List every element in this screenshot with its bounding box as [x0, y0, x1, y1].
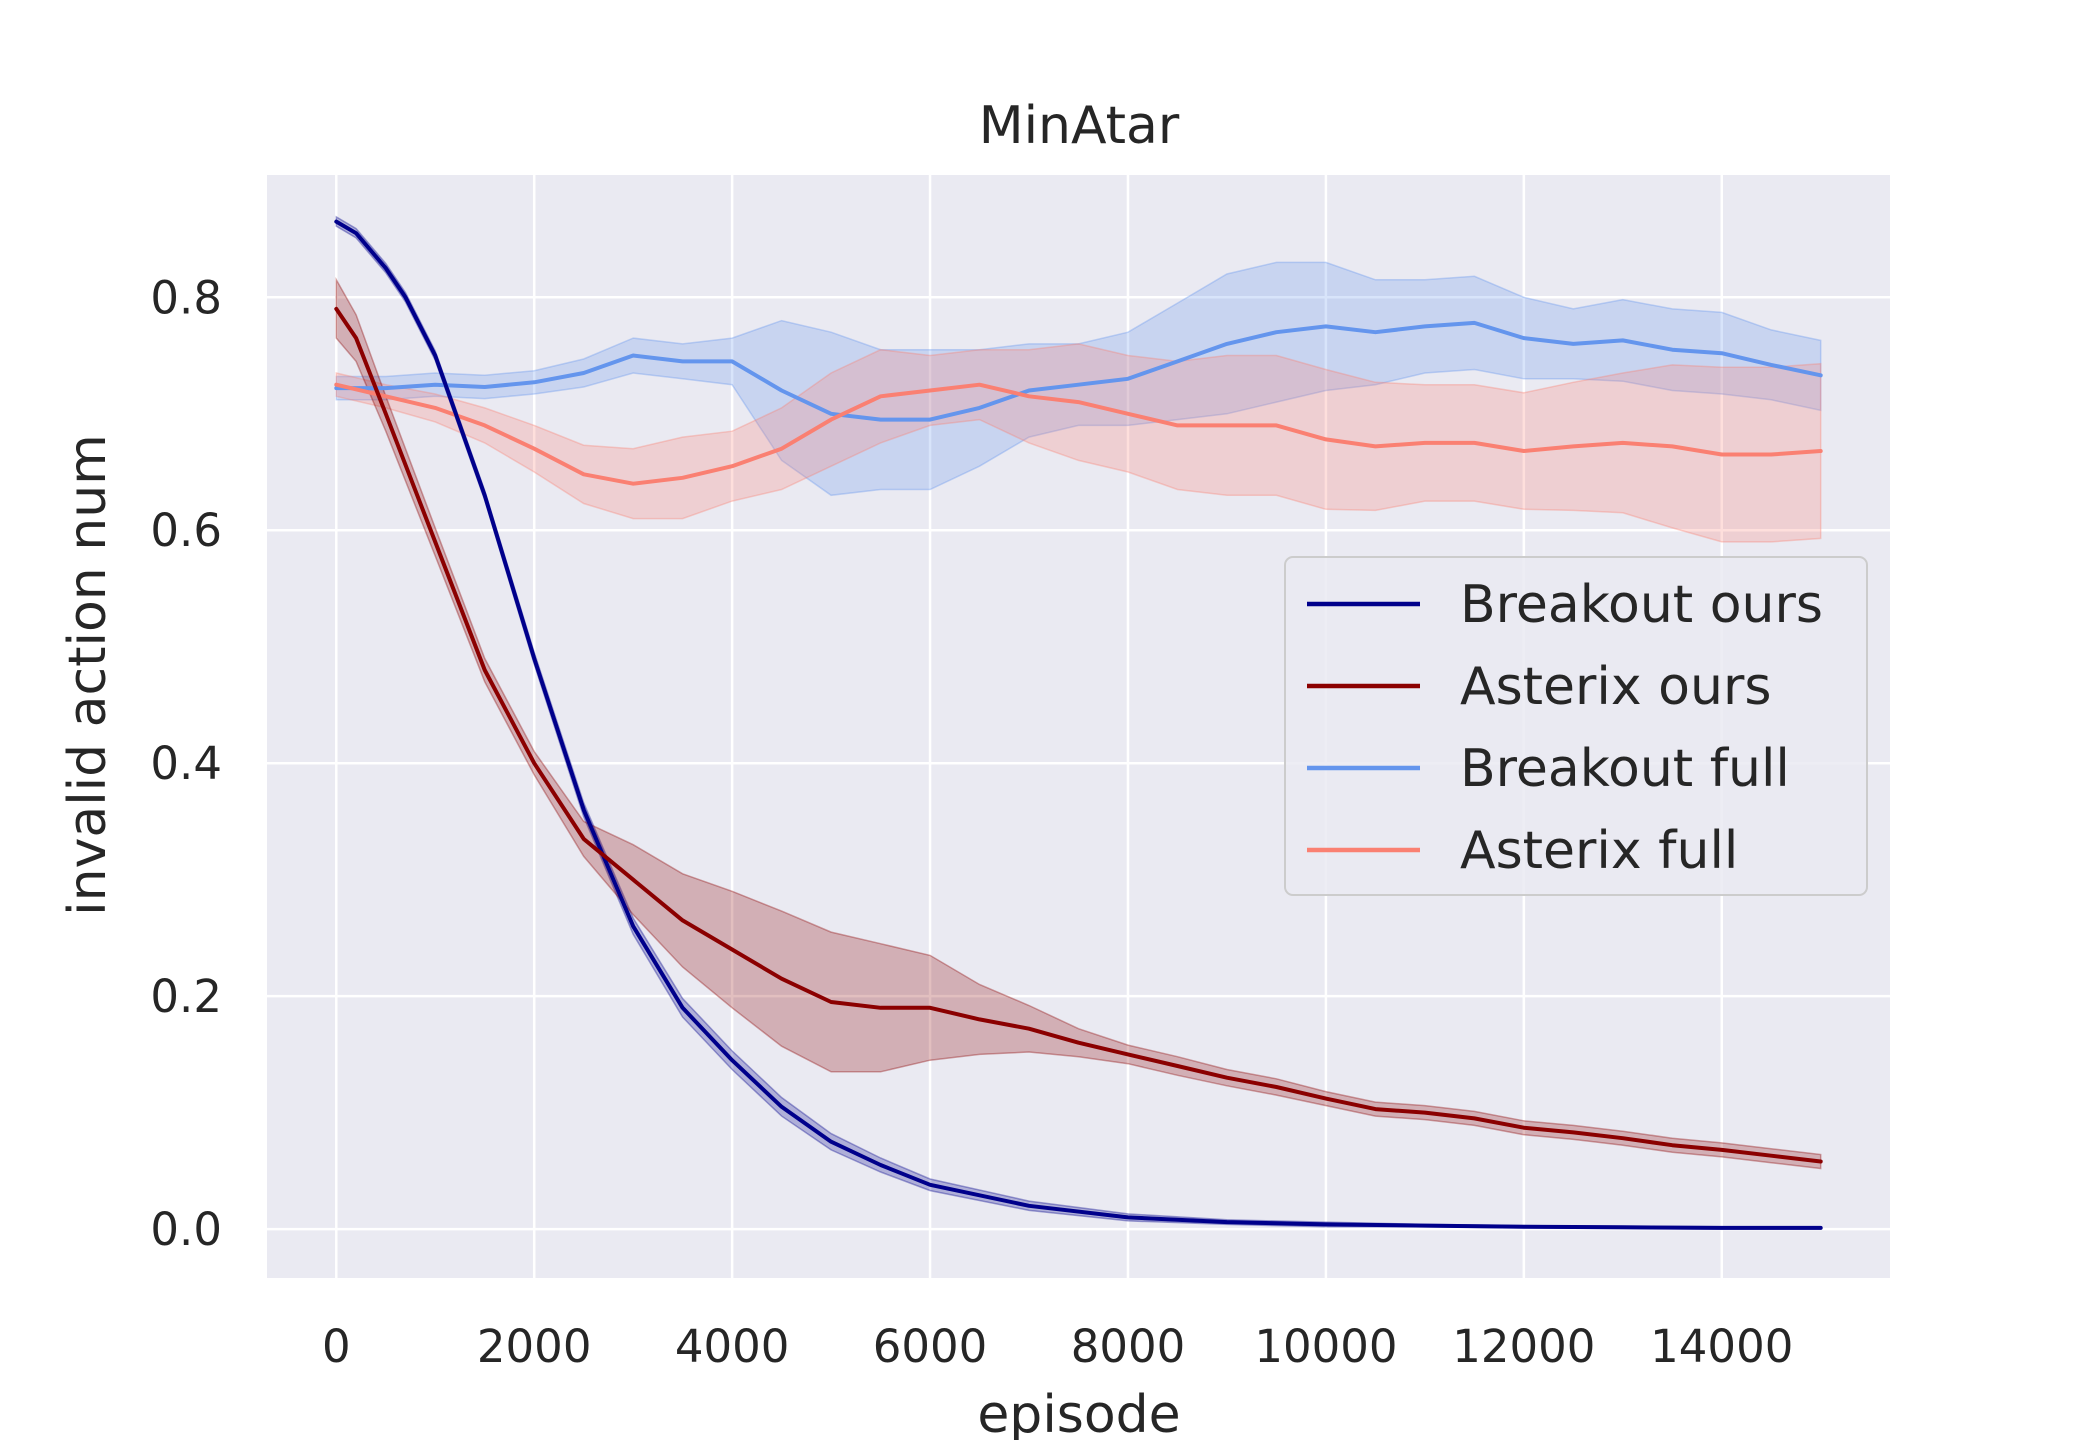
legend-item-breakout-ours: Breakout ours — [1307, 575, 1823, 635]
x-tick-label: 12000 — [1452, 1320, 1595, 1373]
x-tick-label: 10000 — [1254, 1320, 1397, 1373]
legend: Breakout ours Asterix ours Breakout full As… — [1284, 556, 1868, 896]
asterix-full-band — [335, 343, 1822, 543]
legend-label: Asterix ours — [1460, 657, 1771, 717]
breakout-ours-line — [334, 219, 1823, 1230]
x-axis-ticks: 0 2000 4000 6000 8000 10000 12000 14000 — [322, 1320, 1793, 1373]
legend-label: Breakout full — [1460, 739, 1790, 799]
legend-item-asterix-ours: Asterix ours — [1307, 657, 1771, 717]
y-tick-label: 0.0 — [150, 1203, 222, 1256]
series-lines — [334, 219, 1823, 1230]
legend-label: Breakout ours — [1460, 575, 1823, 635]
x-tick-label: 4000 — [675, 1320, 790, 1373]
chart-title: MinAtar — [979, 96, 1180, 156]
y-tick-label: 0.6 — [150, 504, 222, 557]
breakout-full-line — [334, 320, 1823, 422]
x-axis-label: episode — [977, 1385, 1180, 1440]
legend-box — [1284, 556, 1868, 896]
confidence-bands — [335, 215, 1822, 1230]
asterix-ours-band — [335, 276, 1822, 1170]
y-tick-label: 0.2 — [150, 970, 222, 1023]
y-axis-label: invalid action num — [58, 434, 118, 916]
x-tick-label: 14000 — [1650, 1320, 1793, 1373]
y-tick-label: 0.4 — [150, 737, 222, 790]
x-tick-label: 8000 — [1071, 1320, 1186, 1373]
asterix-full-line — [334, 382, 1823, 486]
x-tick-label: 0 — [322, 1320, 351, 1373]
y-axis-ticks: 0.0 0.2 0.4 0.6 0.8 — [150, 271, 222, 1256]
breakout-full-band — [335, 261, 1822, 497]
legend-label: Asterix full — [1460, 821, 1738, 881]
asterix-ours-line — [334, 306, 1823, 1164]
x-tick-label: 6000 — [873, 1320, 988, 1373]
legend-item-breakout-full: Breakout full — [1307, 739, 1790, 799]
y-tick-label: 0.8 — [150, 271, 222, 324]
x-tick-label: 2000 — [477, 1320, 592, 1373]
legend-item-asterix-full: Asterix full — [1307, 821, 1738, 881]
